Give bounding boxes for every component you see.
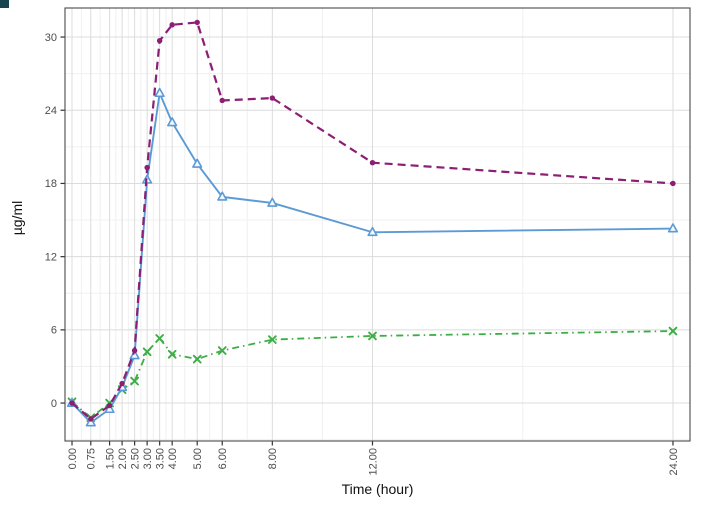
svg-text:24.00: 24.00 <box>668 448 680 476</box>
svg-text:12.00: 12.00 <box>367 448 379 476</box>
svg-text:0.00: 0.00 <box>67 448 79 469</box>
svg-text:3.50: 3.50 <box>154 448 166 469</box>
svg-text:18: 18 <box>45 178 57 190</box>
svg-text:8.00: 8.00 <box>267 448 279 469</box>
svg-text:4.00: 4.00 <box>167 448 179 469</box>
svg-text:3.00: 3.00 <box>142 448 154 469</box>
corner-artifact <box>0 0 9 8</box>
x-axis-title: Time (hour) <box>341 481 414 497</box>
y-axis-title: µg/ml <box>9 200 25 236</box>
svg-text:1.50: 1.50 <box>104 448 116 469</box>
svg-text:6.00: 6.00 <box>217 448 229 469</box>
svg-text:30: 30 <box>45 32 57 44</box>
svg-text:0: 0 <box>51 398 57 410</box>
svg-text:6: 6 <box>51 325 57 337</box>
svg-text:2.50: 2.50 <box>129 448 141 469</box>
svg-text:5.00: 5.00 <box>192 448 204 469</box>
svg-text:24: 24 <box>45 105 57 117</box>
svg-text:0.75: 0.75 <box>86 448 98 469</box>
svg-text:12: 12 <box>45 251 57 263</box>
svg-text:2.00: 2.00 <box>117 448 129 469</box>
